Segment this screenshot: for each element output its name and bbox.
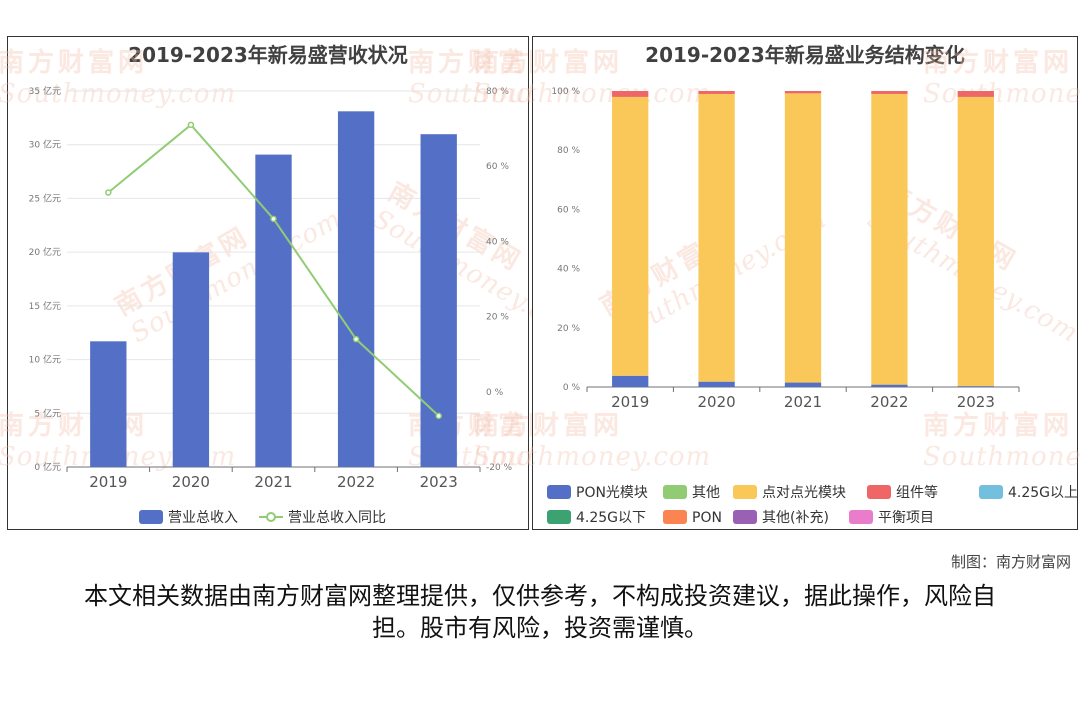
business-structure-chart: 0 % 20 % 40 % 60 % 80 % 100 % 2019 2020 2021 2022… bbox=[547, 87, 1078, 526]
stacked-bar-segment bbox=[698, 93, 735, 382]
stacked-bar-segment bbox=[784, 91, 822, 94]
y-left-tick-label: 10 亿元 bbox=[29, 354, 61, 366]
legend-label: 组件等 bbox=[896, 484, 938, 501]
y-left-tick-label: 0 亿元 bbox=[34, 461, 61, 473]
legend-label: PON bbox=[692, 510, 722, 526]
stacked-bar-segment bbox=[612, 375, 649, 387]
revenue-chart-panel: 2019-2023年新易盛营收状况 南方财富网 Southmoney.com 南方… bbox=[0, 36, 645, 530]
yoy-point bbox=[187, 121, 195, 129]
stacked-bar-segment bbox=[871, 91, 908, 94]
stacked-bar-segment bbox=[957, 91, 994, 97]
legend-swatch bbox=[849, 510, 873, 524]
y-right-tick-label: -20 % bbox=[486, 463, 513, 473]
stacked-bar-segment bbox=[612, 91, 649, 97]
x-tick-label: 2020 bbox=[698, 393, 736, 411]
y-left-tick-label: 15 亿元 bbox=[29, 300, 61, 312]
stacked-bar-segment bbox=[871, 384, 908, 387]
y-tick-label: 0 % bbox=[563, 383, 581, 393]
revenue-bar bbox=[337, 111, 375, 467]
stacked-bar-segment bbox=[784, 382, 822, 387]
disclaimer-text: 本文相关数据由南方财富网整理提供，仅供参考，不构成投资建议，据此操作，风险自担。… bbox=[84, 582, 996, 642]
revenue-chart: 0 亿元 5 亿元 10 亿元 15 亿元 20 亿元 25 亿元 30 亿元 35 亿元 -2… bbox=[29, 85, 513, 526]
y-right-tick-label: 0 % bbox=[486, 388, 504, 398]
legend-label: 其他 bbox=[692, 485, 720, 501]
stacked-bar-segment bbox=[957, 386, 994, 387]
legend-marker-yoy bbox=[266, 512, 276, 522]
y-right-tick-label: 40 % bbox=[486, 237, 509, 247]
legend-swatch bbox=[733, 510, 757, 524]
revenue-bar bbox=[90, 341, 127, 467]
x-tick-label: 2023 bbox=[957, 393, 995, 411]
legend-label-yoy: 营业总收入同比 bbox=[288, 510, 386, 526]
stacked-bar-segment bbox=[698, 381, 735, 387]
stacked-bar-segment bbox=[698, 91, 735, 94]
legend-label: 其他(补充) bbox=[762, 510, 829, 526]
revenue-bar bbox=[172, 252, 210, 467]
y-tick-label: 20 % bbox=[557, 324, 580, 334]
legend-swatch bbox=[547, 510, 571, 524]
legend-swatch bbox=[663, 485, 687, 499]
y-tick-label: 100 % bbox=[551, 87, 580, 97]
x-tick-label: 2019 bbox=[611, 393, 649, 411]
legend-label: 平衡项目 bbox=[878, 510, 934, 526]
x-tick-label: 2023 bbox=[420, 473, 458, 491]
x-tick-label: 2021 bbox=[254, 473, 292, 491]
legend-swatch bbox=[867, 485, 891, 499]
y-right-tick-label: 20 % bbox=[486, 313, 509, 323]
legend-swatch bbox=[663, 510, 687, 524]
legend-swatch bbox=[979, 485, 1003, 499]
y-left-tick-label: 20 亿元 bbox=[29, 246, 61, 258]
yoy-point bbox=[435, 412, 442, 420]
stacked-bar-segment bbox=[784, 93, 822, 383]
y-tick-label: 40 % bbox=[557, 265, 580, 275]
legend-swatch-revenue bbox=[139, 510, 163, 524]
x-tick-label: 2022 bbox=[870, 393, 908, 411]
y-left-tick-label: 25 亿元 bbox=[29, 192, 61, 204]
y-left-tick-label: 35 亿元 bbox=[29, 85, 61, 97]
stacked-bar-segment bbox=[612, 96, 649, 376]
yoy-point bbox=[270, 215, 277, 223]
business-structure-title: 2019-2023年新易盛业务结构变化 bbox=[645, 43, 965, 67]
y-left-tick-label: 30 亿元 bbox=[29, 139, 61, 151]
business-structure-panel: 2019-2023年新易盛业务结构变化 南方财富网 Southmoney.com … bbox=[473, 36, 1080, 530]
legend-swatch bbox=[547, 485, 571, 499]
x-tick-label: 2022 bbox=[337, 473, 375, 491]
legend-label: PON光模块 bbox=[576, 485, 648, 501]
x-tick-label: 2021 bbox=[784, 393, 822, 411]
revenue-bar bbox=[420, 134, 457, 467]
y-left-tick-label: 5 亿元 bbox=[34, 407, 61, 419]
x-tick-label: 2019 bbox=[89, 473, 127, 491]
x-tick-label: 2020 bbox=[172, 473, 210, 491]
y-right-tick-label: 60 % bbox=[486, 162, 509, 172]
stacked-bar-segment bbox=[957, 96, 994, 387]
y-tick-label: 80 % bbox=[557, 146, 580, 156]
stacked-bar-segment bbox=[871, 93, 908, 385]
revenue-chart-title: 2019-2023年新易盛营收状况 bbox=[128, 43, 408, 67]
yoy-point bbox=[352, 335, 360, 343]
yoy-point bbox=[105, 189, 112, 196]
y-right-tick-label: 80 % bbox=[486, 87, 509, 97]
legend-swatch bbox=[733, 485, 757, 499]
legend-label: 点对点光模块 bbox=[762, 485, 846, 501]
legend-label: 4.25G以上 bbox=[1008, 485, 1078, 501]
y-tick-label: 60 % bbox=[557, 205, 580, 215]
legend-label: 4.25G以下 bbox=[576, 510, 646, 526]
revenue-bar bbox=[255, 154, 292, 467]
chart-credit: 制图：南方财富网 bbox=[950, 553, 1071, 571]
legend-label-revenue: 营业总收入 bbox=[168, 510, 238, 526]
